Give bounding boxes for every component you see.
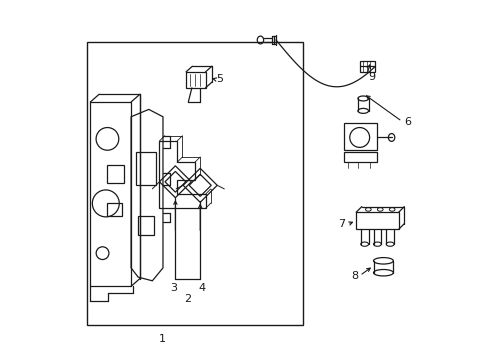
Bar — [107, 203, 122, 216]
Bar — [360, 61, 374, 72]
Bar — [343, 123, 377, 150]
Text: 7: 7 — [338, 219, 345, 229]
Bar — [138, 216, 154, 235]
Bar — [185, 72, 205, 88]
Bar — [355, 212, 398, 229]
Text: 4: 4 — [198, 283, 205, 293]
Bar — [86, 42, 303, 325]
Text: 2: 2 — [184, 294, 191, 304]
Text: 5: 5 — [216, 74, 223, 84]
Bar — [343, 152, 377, 162]
Text: 1: 1 — [159, 334, 165, 345]
Text: 9: 9 — [368, 72, 375, 82]
Bar — [136, 152, 156, 185]
Text: 8: 8 — [350, 271, 357, 281]
Bar — [106, 165, 123, 183]
Text: 3: 3 — [170, 283, 177, 293]
Text: 6: 6 — [403, 117, 410, 126]
Bar — [90, 102, 131, 286]
